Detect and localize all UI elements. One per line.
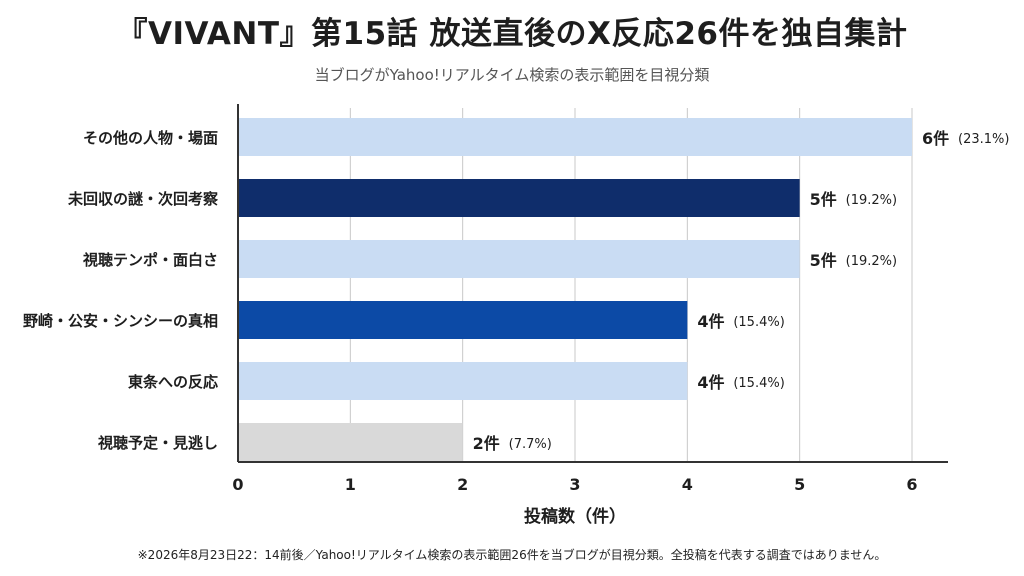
bar: [238, 240, 800, 278]
percent-label: (15.4%): [733, 315, 784, 330]
x-tick-label: 0: [232, 475, 243, 494]
percent-label: (7.7%): [509, 437, 552, 452]
x-tick-label: 5: [794, 475, 805, 494]
value-label: 6件: [922, 129, 949, 148]
value-label: 2件: [473, 434, 500, 453]
bar: [238, 423, 463, 461]
percent-label: (19.2%): [846, 193, 897, 208]
bar: [238, 362, 688, 400]
percent-label: (19.2%): [846, 254, 897, 269]
bar: [238, 118, 912, 156]
value-label: 4件: [697, 373, 724, 392]
category-label: 未回収の謎・次回考察: [67, 190, 219, 208]
value-label: 5件: [810, 251, 837, 270]
x-tick-label: 1: [345, 475, 356, 494]
bar: [238, 301, 688, 339]
x-tick-label: 6: [906, 475, 917, 494]
value-label: 5件: [810, 190, 837, 209]
category-label: 東条への反応: [128, 373, 218, 391]
x-axis-title: 投稿数（件）: [524, 506, 626, 527]
category-label: 視聴テンポ・面白さ: [82, 251, 218, 269]
percent-label: (23.1%): [958, 132, 1009, 147]
category-label: 野崎・公安・シンシーの真相: [23, 312, 218, 330]
chart-subtitle: 当ブログがYahoo!リアルタイム検索の表示範囲を目視分類: [314, 66, 710, 84]
value-label: 4件: [697, 312, 724, 331]
category-label: 視聴予定・見逃し: [97, 434, 218, 452]
x-tick-label: 4: [682, 475, 693, 494]
footnote: ※2026年8月23日22：14前後／Yahoo!リアルタイム検索の表示範囲26…: [137, 548, 887, 562]
category-label: その他の人物・場面: [83, 129, 218, 147]
percent-label: (15.4%): [733, 376, 784, 391]
bar: [238, 179, 800, 217]
chart-title: 『VIVANT』第15話 放送直後のX反応26件を独自集計: [116, 16, 908, 52]
x-tick-label: 2: [457, 475, 468, 494]
x-tick-label: 3: [569, 475, 580, 494]
